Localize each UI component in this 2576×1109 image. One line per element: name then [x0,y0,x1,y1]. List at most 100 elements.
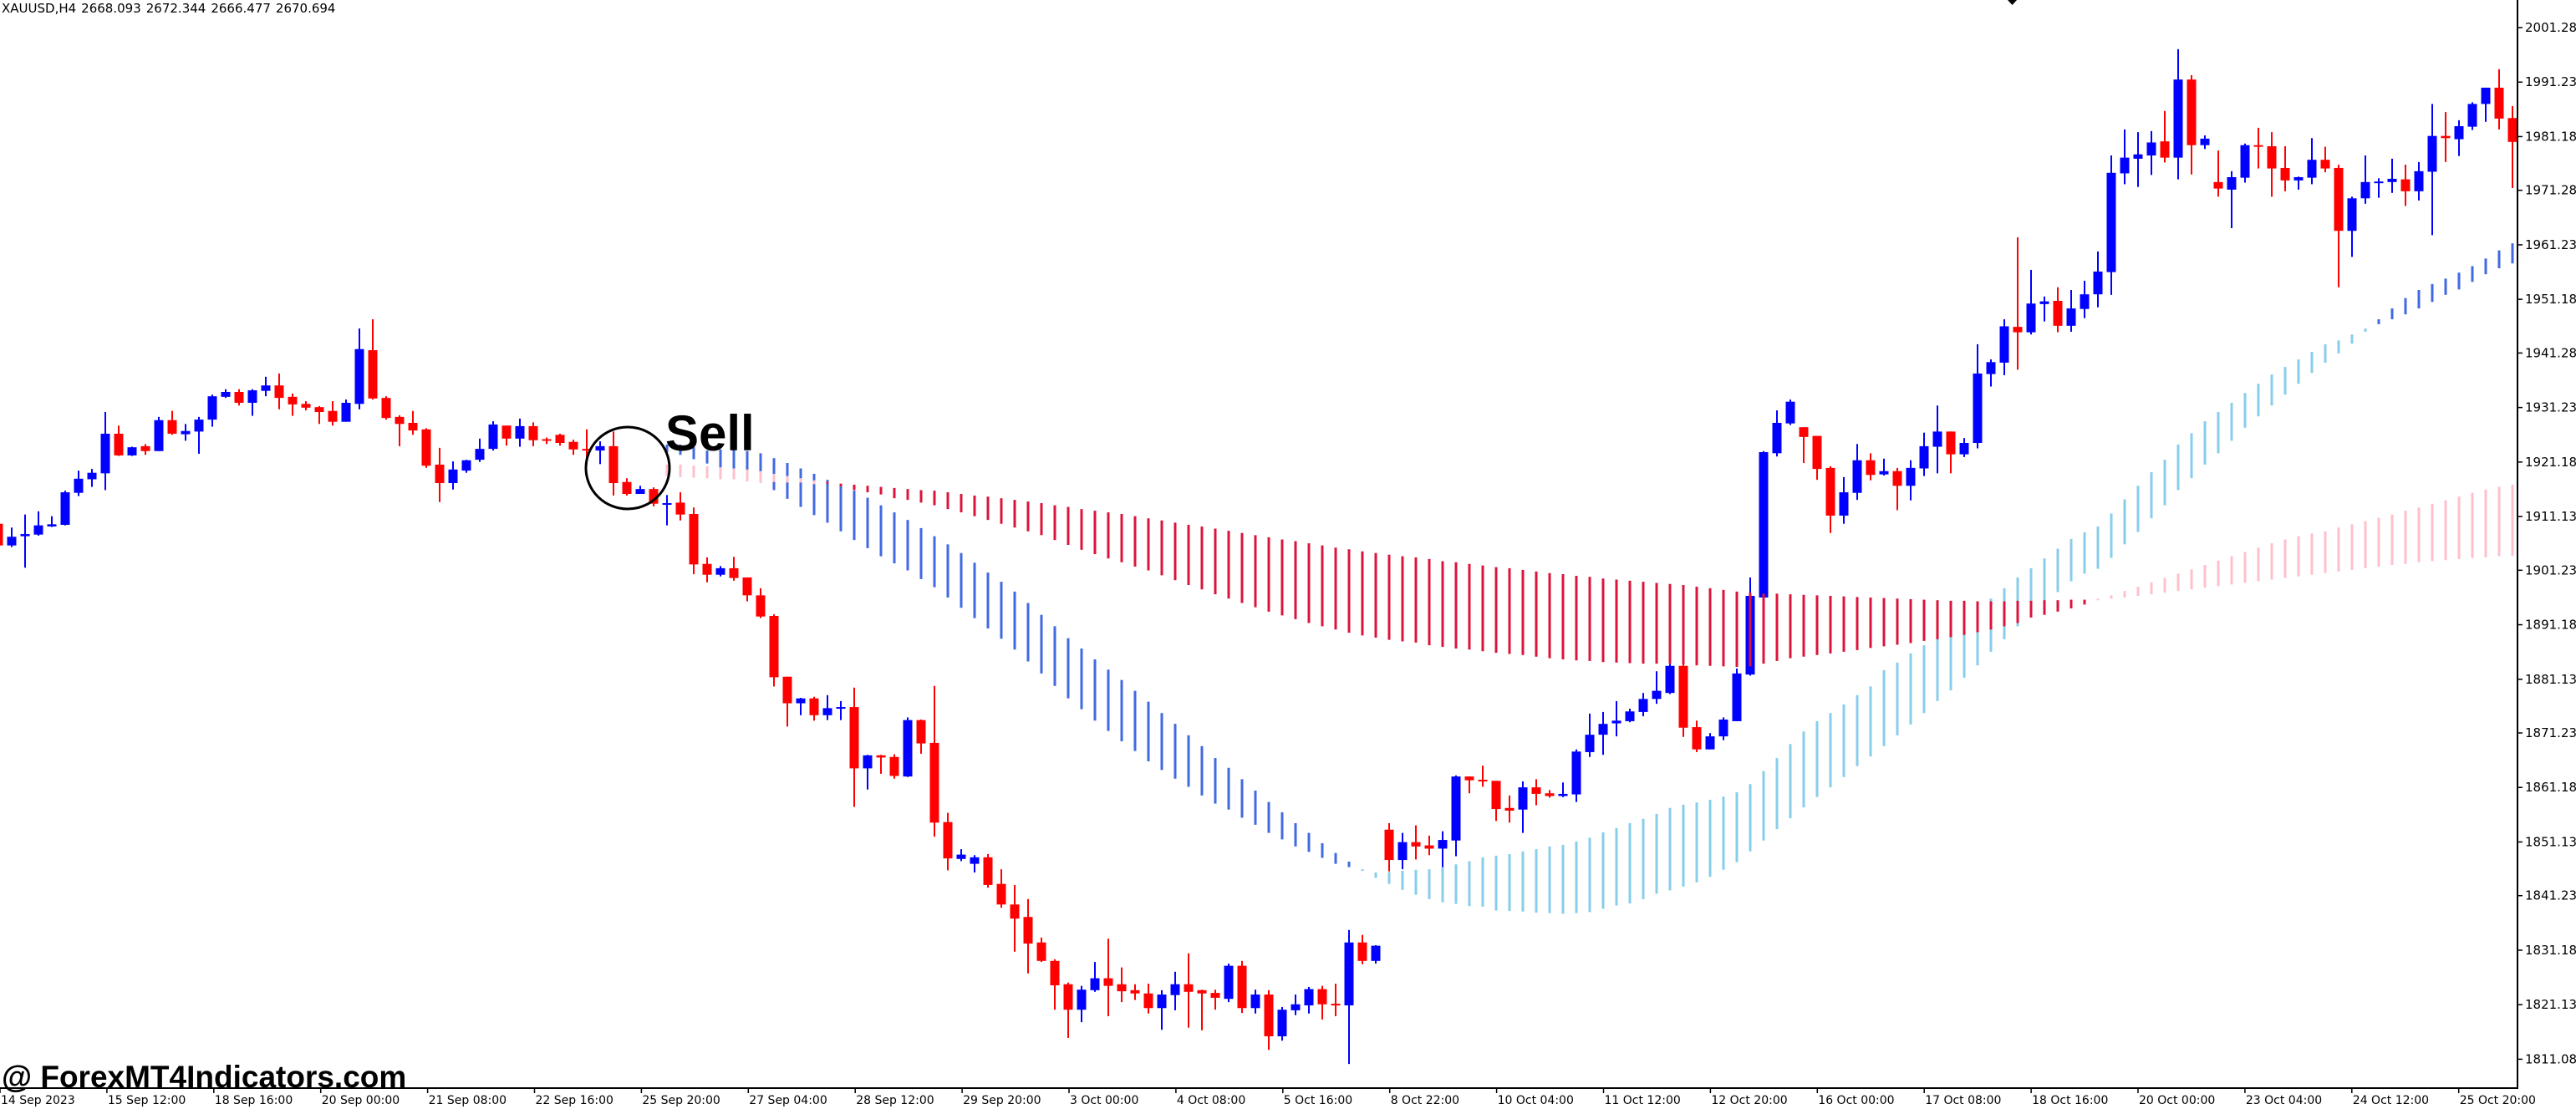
candle-body [1585,735,1595,752]
candle-body [60,492,70,526]
bullish-candle [20,514,30,568]
candle-body [1264,995,1274,1037]
candle-body [2441,135,2451,139]
bullish-candle [1932,405,1942,474]
sell-signal-label: Sell [665,405,755,461]
candle-body [181,430,191,435]
candle-body [1317,989,1327,1005]
candle-body [836,707,846,710]
time-label: 5 Oct 16:00 [1284,1094,1352,1107]
bearish-candle [1799,427,1809,464]
bullish-candle [341,399,351,422]
bearish-candle [408,410,418,435]
bullish-candle [1879,458,1889,476]
bearish-candle [1892,467,1902,511]
bullish-candle [796,698,806,715]
bullish-candle [1839,476,1849,524]
bullish-candle [221,389,231,399]
time-label: 8 Oct 22:00 [1391,1094,1459,1107]
bearish-candle [1143,984,1153,1014]
bearish-candle [1317,985,1327,1020]
candle-body [555,435,565,444]
bullish-candle [1438,831,1448,868]
bearish-candle [2400,165,2411,206]
bullish-candle [1585,713,1595,757]
bullish-candle [1250,989,1260,1014]
price-axis[interactable]: 2001.280 1991.230 1981.180 1971.280 1961.230… [2517,20,2576,1066]
bearish-candle [1812,435,1822,481]
candle-body [903,720,913,777]
bearish-candle [769,614,779,687]
candle-body [2253,145,2263,147]
bearish-candle [2253,127,2263,169]
bullish-candle [1291,995,1301,1015]
bearish-candle [167,410,177,435]
bullish-candle [2360,155,2370,204]
price-label: 1931.230 [2525,400,2576,415]
candle-body [47,524,57,527]
candle-body [74,478,84,493]
candle-body [301,404,311,408]
bearish-candle [702,557,712,582]
candle-body [421,429,431,466]
candle-body [1210,993,1220,998]
bearish-candle [395,415,405,446]
candle-body [2200,138,2210,145]
candle-body [1371,945,1381,961]
candle-body [1759,452,1769,598]
candle-body [876,755,886,758]
bearish-candle [568,440,578,455]
bearish-candle [608,431,619,496]
price-label: 1831.180 [2525,943,2576,958]
candle-body [1103,978,1113,986]
price-label: 1881.130 [2525,672,2576,687]
bearish-candle [1491,781,1501,822]
bearish-candle [916,719,926,754]
candle-body [1277,1010,1287,1037]
bearish-candle [2334,165,2344,287]
bullish-candle [2120,129,2130,185]
bullish-candle [2200,135,2210,150]
candle-body [595,445,605,451]
down-arrow-marker-icon [2008,0,2017,5]
bullish-candle [863,755,873,790]
bearish-candle [2441,112,2451,162]
candle-body [381,398,391,419]
chart-header: XAUUSD,H4 2668.093 2672.344 2666.477 2670.69… [2,1,340,16]
bearish-candle [1184,953,1194,1028]
candle-body [1438,840,1448,849]
time-axis[interactable]: 14 Sep 2023 15 Sep 12:00 18 Sep 16:00 20 Se… [0,1088,2536,1107]
bearish-candle [2320,146,2330,173]
bullish-candle [7,527,17,547]
bullish-candle [1732,668,1742,721]
bullish-candle [2026,269,2036,335]
time-label: 21 Sep 08:00 [429,1094,507,1107]
bearish-candle [314,405,324,425]
candle-body [1545,793,1555,796]
bullish-candle [2066,289,2076,332]
bullish-candle [1986,359,1996,387]
bullish-candle [1919,432,1929,476]
bullish-candle [2227,170,2237,229]
candle-body [649,489,659,504]
bullish-candle [1598,711,1608,755]
candle-body [1117,984,1127,992]
candle-body [1973,373,1983,444]
price-label: 1971.280 [2525,183,2576,198]
bullish-candle [2093,251,2103,308]
candle-body [1665,665,1675,694]
bearish-candle [622,478,632,496]
bearish-candle [1197,989,1207,1030]
candle-body [715,567,725,575]
candle-body [608,445,619,484]
bullish-candle [2039,296,2049,322]
bullish-candle [1638,693,1648,717]
bullish-candle [154,416,164,451]
bullish-candle [1625,709,1635,723]
bullish-candle [836,700,846,720]
candle-body [2039,301,2049,304]
bullish-candle [2374,178,2384,198]
candle-body [100,433,110,474]
bullish-candle [1277,1006,1287,1041]
